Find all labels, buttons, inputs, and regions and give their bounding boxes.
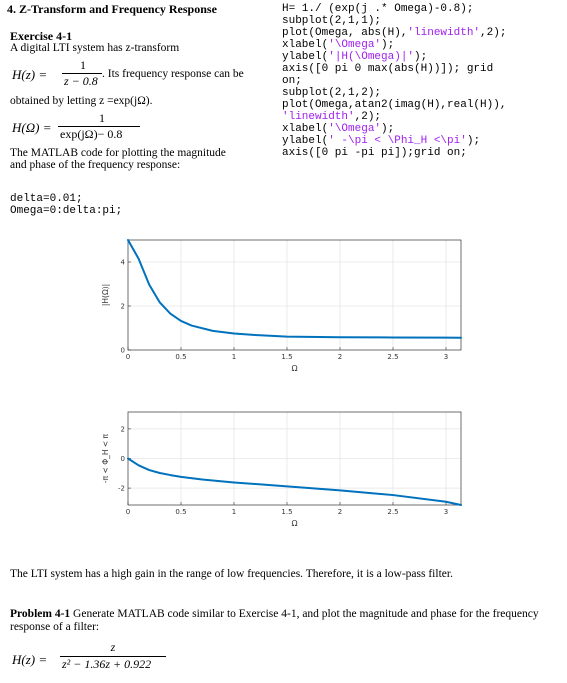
code-fragment: ); [381,123,395,135]
x-axis-label: Ω [291,364,297,373]
problem-hz-denominator: z² − 1.36z + 0.922 [62,657,152,671]
code-string: '\Omega' [328,39,382,51]
code-line-plot-abs: plot(Omega, abs(H),'linewidth',2); [282,27,506,39]
code-line-axis-1: axis([0 pi 0 max(abs(H))]); grid [282,63,494,75]
problem-text: Problem 4-1 Generate MATLAB code similar… [10,608,565,621]
code-line-xlabel-1: xlabel('\Omega'); [282,39,394,51]
problem-text-1: Generate MATLAB code similar to Exercise… [70,608,539,620]
code-fragment: ylabel( [282,135,329,147]
x-tick-label: 1.5 [281,353,292,361]
code-line-subplot-1: subplot(2,1,1); [282,15,382,27]
homega-denominator: exp(jΩ)− 0.8 [60,127,123,141]
code-fragment: xlabel( [282,123,329,135]
code-string: 'linewidth' [282,111,355,123]
magnitude-axes: 0 0.5 1 1.5 2 2.5 3 0 2 4 Ω |H(Ω)| [101,239,462,373]
homega-fraction-line [58,126,140,127]
y-axis-label: |H(Ω)| [101,284,110,306]
code-line-ylabel-2: ylabel(' -\pi < \Phi_H <\pi'); [282,135,480,147]
x-tick-label: 3 [444,508,448,516]
x-tick-label: 0 [126,508,130,516]
code-line-omega: Omega=0:delta:pi; [10,205,123,217]
code-line-plot-phase: plot(Omega,atan2(imag(H),real(H)), [282,99,507,111]
x-tick-label: 1.5 [281,508,292,516]
code-fragment: on; [447,147,467,159]
problem-text-2: response of a filter: [10,621,100,633]
code-fragment: ,2); [480,27,507,39]
problem-fraction-line [60,656,166,657]
y-tick-label: 0 [121,347,125,355]
code-fragment: ); [381,39,395,51]
hz-numerator: 1 [80,58,86,72]
y-axis-label: -π < Φ_H < π [101,433,110,483]
x-tick-label: 1 [232,508,236,516]
hz-lhs: H(z) = [12,67,48,82]
code-string: ' -\pi < \Phi_H <\pi' [328,135,467,147]
homega-lhs: H(Ω) = [12,120,52,135]
y-tick-label: 0 [121,455,125,463]
matlab-text-2: and phase of the frequency response: [10,159,181,171]
x-tick-label: 0.5 [175,508,186,516]
y-tick-label: 4 [121,259,126,267]
conclusion-text: The LTI system has a high gain in the ra… [10,568,453,580]
code-fragment: ylabel( [282,51,329,63]
code-string: '|H(\Omega)|' [328,51,415,63]
problem-hz-lhs: H(z) = [12,652,48,667]
code-line-plot-phase-cont: 'linewidth',2); [282,111,381,123]
plot-area [128,240,461,350]
code-fragment: axis([0 pi -pi pi]);grid [282,147,448,159]
code-fragment: ); [414,51,428,63]
y-tick-label: -2 [118,485,125,493]
freq-response-text: . Its frequency response can be [102,68,244,80]
code-line-delta: delta=0.01; [10,193,83,205]
series-line [127,457,462,506]
exercise-heading: Exercise 4-1 [10,29,73,43]
x-tick-label: 3 [444,353,448,361]
axes-box [127,239,462,351]
x-axis-label: Ω [291,519,297,528]
y-tick-label: 2 [121,425,125,433]
y-tick-label: 2 [121,303,125,311]
homega-numerator: 1 [99,111,105,125]
code-line-axis-2: axis([0 pi -pi pi]);grid on; [282,147,467,159]
code-string: '\Omega' [328,123,382,135]
code-string: 'linewidth' [407,27,481,39]
hz-fraction-line [62,73,102,74]
code-line-xlabel-2: xlabel('\Omega'); [282,123,394,135]
x-tick-label: 1 [232,353,236,361]
matlab-text-1: The MATLAB code for plotting the magnitu… [10,147,226,159]
code-line-ylabel-1: ylabel('|H(\Omega)|'); [282,51,427,63]
code-fragment: ,2); [354,111,382,123]
x-tick-label: 0.5 [175,353,186,361]
hz-denominator: z − 0.8 [64,74,98,88]
code-line-axis-1-cont: on; [282,75,302,87]
code-fragment: ); [466,135,481,147]
problem-heading: Problem 4-1 [10,608,71,620]
exercise-intro: A digital LTI system has z-transform [10,42,180,54]
x-tick-label: 0 [126,353,130,361]
code-fragment: xlabel( [282,39,329,51]
section-title: 4. Z-Transform and Frequency Response [7,2,217,16]
problem-hz-numerator: z [110,640,116,654]
x-tick-label: 2.5 [387,508,398,516]
code-line-subplot-2: subplot(2,1,2); [282,87,382,99]
x-tick-label: 2 [338,508,342,516]
series-line [127,239,462,339]
x-tick-label: 2 [338,353,342,361]
obtained-text: obtained by letting z =exp(jΩ). [10,95,153,107]
code-line-h: H= 1./ (exp(j .* Omega)-0.8); [282,3,474,15]
code-fragment: plot(Omega, abs(H), [282,27,408,39]
x-tick-label: 2.5 [387,353,398,361]
phase-axes: 0 0.5 1 1.5 2 2.5 3 -2 0 2 Ω -π < Φ_H < π [101,411,462,528]
